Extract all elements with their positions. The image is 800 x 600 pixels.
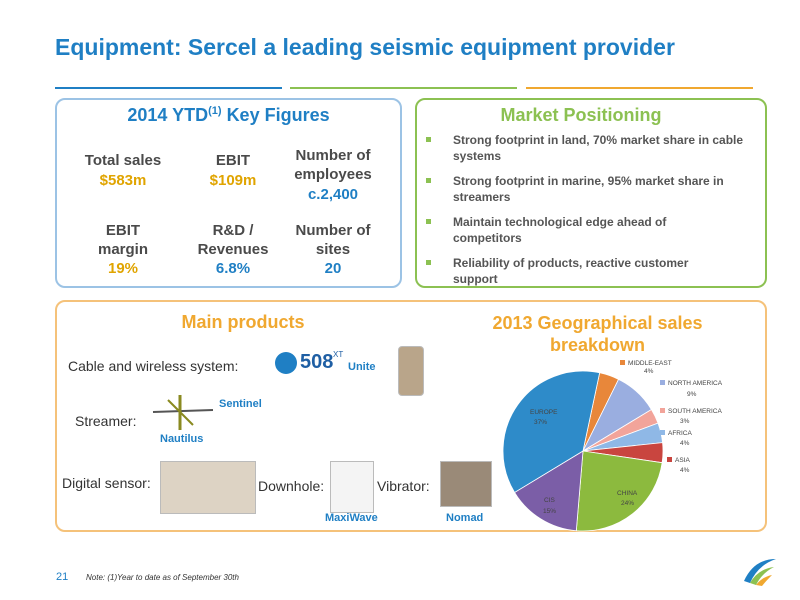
- logo-icon: [275, 352, 297, 374]
- title-text: 2014 YTD: [127, 105, 209, 125]
- logo-sup: XT: [333, 350, 344, 359]
- bullet-text: Maintain technological edge ahead of com…: [453, 215, 667, 245]
- product-label: Streamer:: [75, 413, 137, 429]
- key-figures-box: [55, 98, 402, 288]
- bullet-marker: [426, 178, 431, 183]
- legend-swatch: [660, 380, 665, 385]
- slice-value-label: 4%: [680, 467, 690, 474]
- divider: [526, 87, 753, 89]
- slice-value-label: 4%: [680, 440, 690, 447]
- bullet-marker: [426, 137, 431, 142]
- figure-value: $109m: [209, 172, 257, 189]
- pie-slice: [514, 450, 584, 532]
- figure-label: EBIT margin: [97, 222, 148, 258]
- legend-swatch: [620, 360, 625, 365]
- bullet-text: Strong footprint in land, 70% market sha…: [453, 133, 744, 163]
- product-name: Unite: [348, 361, 376, 373]
- product-image: [160, 461, 256, 514]
- slice-label: MIDDLE-EAST: [628, 360, 672, 367]
- slice-value-label: 4%: [644, 368, 654, 375]
- divider: [55, 87, 282, 89]
- figure-value: 20: [324, 260, 342, 277]
- market-box: [415, 98, 767, 288]
- product-image: [330, 461, 374, 513]
- logo-text: 508: [300, 351, 334, 373]
- product-name: MaxiWave: [325, 512, 378, 524]
- page-number: 21: [56, 571, 69, 583]
- product-label: Vibrator:: [377, 478, 430, 494]
- product-label: Digital sensor:: [62, 475, 151, 491]
- product-image: [398, 346, 424, 396]
- figure-value: 19%: [107, 260, 139, 277]
- bullet-text: Reliability of products, reactive custom…: [453, 256, 689, 286]
- divider: [290, 87, 517, 89]
- slice-label: ASIA: [675, 457, 690, 464]
- product-image: [152, 395, 214, 430]
- pie-slice: [575, 450, 663, 532]
- bullet-text: Strong footprint in marine, 95% market s…: [453, 174, 724, 204]
- bullet-marker: [426, 260, 431, 265]
- product-name: Nautilus: [160, 433, 204, 445]
- figure-value: 6.8%: [215, 260, 251, 277]
- bullet-marker: [426, 219, 431, 224]
- figure-label: Total sales: [84, 152, 162, 169]
- slice-label: EUROPE: [530, 409, 558, 416]
- key-figures-title: 2014 YTD(1) Key Figures: [55, 105, 402, 126]
- title-sup: (1): [208, 105, 222, 117]
- figure-value: $583m: [99, 172, 147, 189]
- product-image: [440, 461, 492, 507]
- legend-swatch: [660, 408, 665, 413]
- slice-label: AFRICA: [668, 430, 693, 437]
- slice-value-label: 37%: [534, 419, 547, 426]
- figure-label: Number of sites: [295, 222, 371, 258]
- slide-title: Equipment: Sercel a leading seismic equi…: [55, 34, 675, 60]
- figure-label: R&D / Revenues: [197, 222, 269, 258]
- legend-swatch: [660, 430, 665, 435]
- slice-label: CIS: [544, 497, 556, 504]
- slice-label: NORTH AMERICA: [668, 380, 723, 387]
- product-name: Nomad: [446, 512, 484, 524]
- products-box: [55, 300, 767, 532]
- slice-value-label: 9%: [687, 391, 697, 398]
- market-title: Market Positioning: [500, 105, 662, 125]
- slice-label: SOUTH AMERICA: [668, 408, 722, 415]
- chart-title: 2013 Geographical sales breakdown: [492, 313, 703, 355]
- slice-value-label: 15%: [543, 508, 556, 515]
- footnote: Note: (1)Year to date as of September 30…: [86, 573, 239, 582]
- slice-value-label: 24%: [621, 500, 634, 507]
- figure-value: c.2,400: [307, 186, 359, 203]
- pie-slice: [502, 370, 601, 493]
- products-title: Main products: [181, 312, 305, 332]
- product-label: Downhole:: [258, 478, 325, 494]
- title-text: Key Figures: [226, 105, 330, 125]
- slice-label: CHINA: [617, 490, 638, 497]
- slice-value-label: 3%: [680, 418, 690, 425]
- company-logo: [744, 559, 776, 586]
- legend-swatch: [667, 457, 672, 462]
- figure-label: Number of employees: [294, 147, 372, 183]
- figure-label: EBIT: [215, 152, 251, 169]
- product-label: Cable and wireless system:: [68, 358, 239, 374]
- product-name: Sentinel: [219, 398, 262, 410]
